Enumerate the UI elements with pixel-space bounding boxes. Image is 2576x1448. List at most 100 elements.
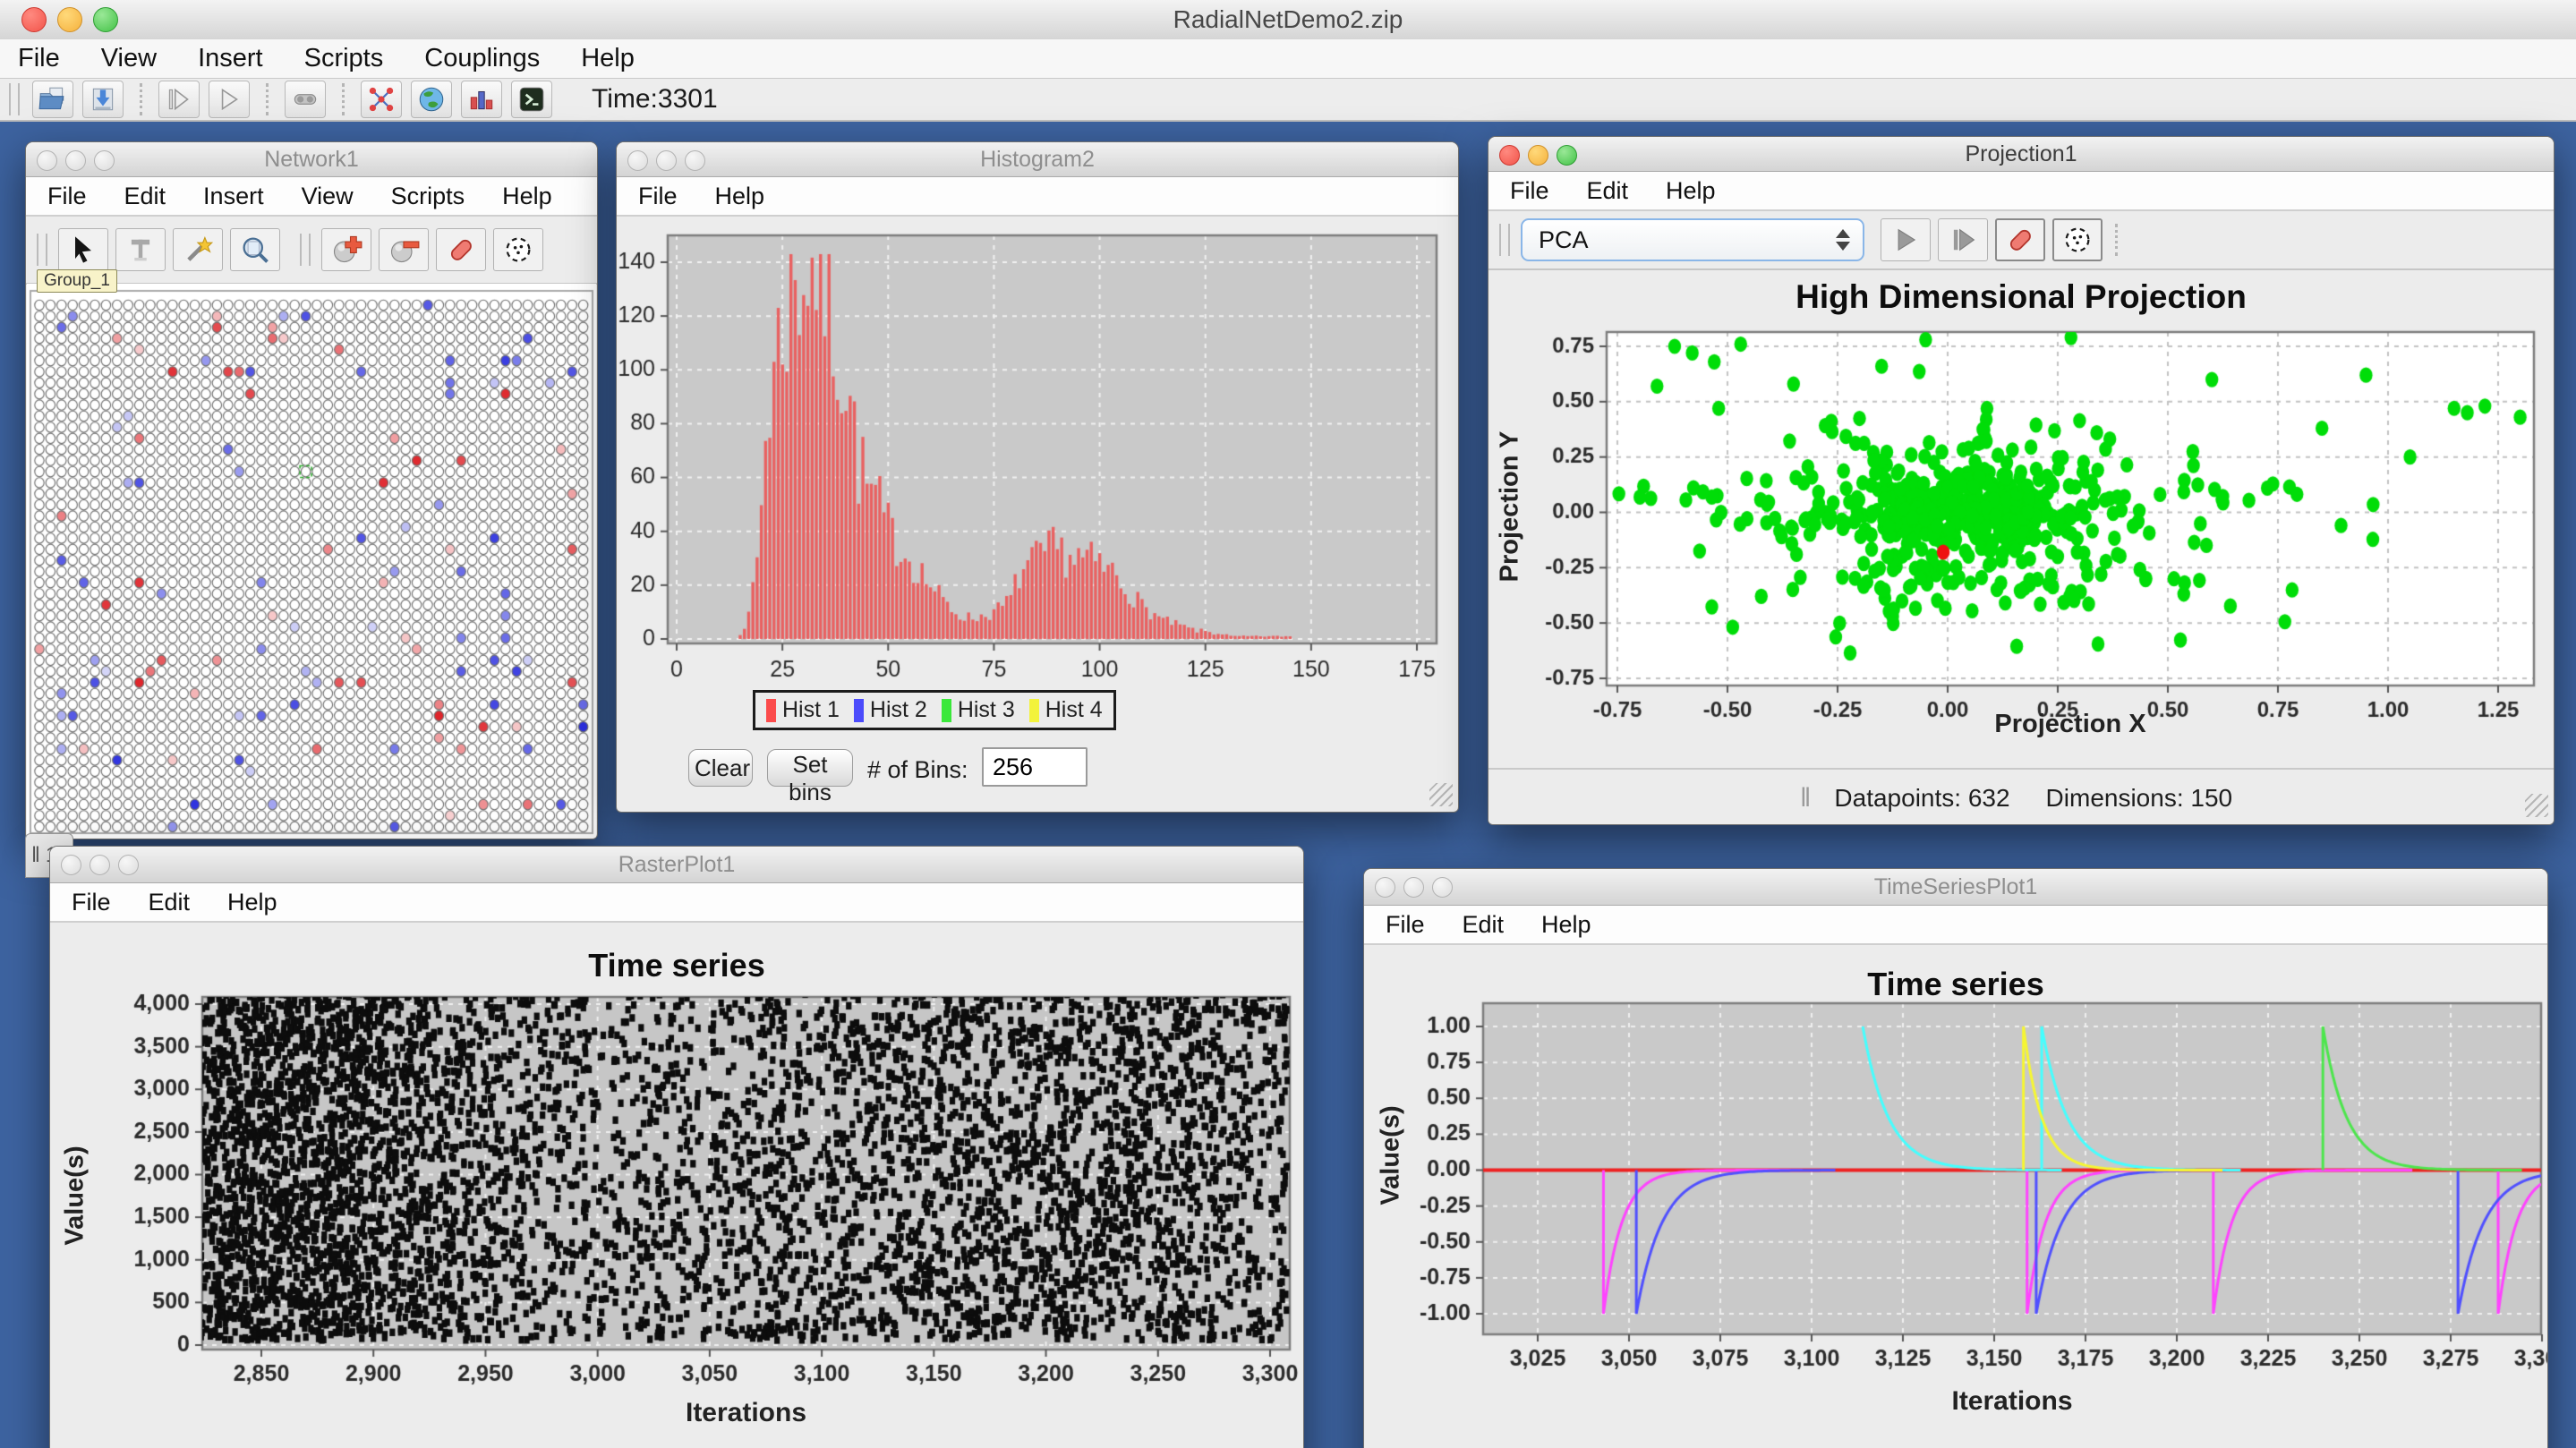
menu-help[interactable]: Help	[1541, 910, 1591, 938]
close-icon[interactable]	[1499, 145, 1520, 166]
legend-swatch	[766, 698, 776, 722]
randomize-button[interactable]	[493, 228, 543, 271]
neuron-group-label[interactable]: Group_1	[37, 269, 117, 293]
set-bins-button[interactable]: Set bins	[767, 749, 853, 805]
timeseries-plot[interactable]	[1364, 944, 2547, 1448]
wand-tool-button[interactable]	[173, 228, 223, 271]
statusbar-grip-icon: ‖	[1800, 782, 1812, 813]
menu-scripts[interactable]: Scripts	[303, 44, 384, 72]
network-icon	[369, 87, 394, 112]
new-console-button[interactable]	[511, 81, 552, 118]
minimize-icon[interactable]	[1528, 145, 1548, 166]
window-title: Network1	[264, 147, 359, 172]
app-titlebar[interactable]: RadialNetDemo2.zip	[0, 0, 2576, 40]
app-toolbar: Time:3301	[0, 79, 2576, 122]
menu-file[interactable]: File	[1510, 176, 1549, 204]
new-network-button[interactable]	[361, 81, 402, 118]
menu-insert[interactable]: Insert	[198, 44, 263, 72]
zoom-tool-button[interactable]	[230, 228, 280, 271]
raster-plot[interactable]	[50, 922, 1303, 1448]
menu-file[interactable]: File	[47, 182, 87, 209]
combobox-stepper-icon	[1836, 229, 1850, 251]
new-plot-button[interactable]	[461, 81, 502, 118]
toolbar-grip[interactable]	[1499, 224, 1510, 256]
menu-help[interactable]: Help	[502, 182, 552, 209]
text-tool-button[interactable]	[115, 228, 166, 271]
minimize-icon[interactable]	[65, 150, 86, 171]
zoom-icon	[243, 237, 269, 263]
network-canvas[interactable]	[27, 284, 596, 839]
resize-grip[interactable]	[2525, 794, 2548, 817]
menu-file[interactable]: File	[1386, 910, 1425, 938]
window-projection1: Projection1 File Edit Help PCA High D	[1488, 136, 2555, 825]
zoom-icon[interactable]	[685, 150, 705, 171]
menu-view[interactable]: View	[100, 44, 158, 72]
projection1-titlebar[interactable]: Projection1	[1488, 137, 2554, 172]
menu-help[interactable]: Help	[581, 44, 635, 72]
toolbar-grip[interactable]	[300, 234, 311, 266]
eraser-button[interactable]	[436, 228, 486, 271]
minimize-icon[interactable]	[656, 150, 677, 171]
open-workspace-button[interactable]	[32, 81, 73, 118]
step-button[interactable]	[1938, 218, 1988, 261]
save-workspace-button[interactable]	[82, 81, 124, 118]
toolbar-grip[interactable]	[9, 83, 20, 115]
iterate-button[interactable]	[158, 81, 200, 118]
zoom-icon[interactable]	[118, 855, 139, 875]
menu-help[interactable]: Help	[714, 182, 765, 209]
zoom-icon[interactable]	[94, 150, 115, 171]
menu-edit[interactable]: Edit	[1586, 176, 1629, 204]
step-icon	[1953, 228, 1975, 251]
window-histogram2: Histogram2 File Help Hist 1 Hist 2 Hist 3 Hi…	[616, 141, 1459, 813]
bins-input[interactable]	[982, 747, 1088, 787]
eraser-button[interactable]	[1995, 218, 2045, 261]
close-icon[interactable]	[1375, 877, 1395, 898]
rasterplot1-titlebar[interactable]: RasterPlot1	[50, 847, 1303, 883]
clear-button[interactable]: Clear	[688, 749, 753, 787]
timeseriesplot1-titlebar[interactable]: TimeSeriesPlot1	[1364, 869, 2547, 906]
menu-scripts[interactable]: Scripts	[390, 182, 465, 209]
close-icon[interactable]	[61, 855, 81, 875]
close-icon[interactable]	[21, 7, 47, 32]
global-coupling-button[interactable]	[285, 81, 326, 118]
menu-file[interactable]: File	[18, 44, 60, 72]
menu-view[interactable]: View	[301, 182, 354, 209]
menu-edit[interactable]: Edit	[124, 182, 166, 209]
play-button[interactable]	[1881, 218, 1931, 261]
network1-titlebar[interactable]: Network1	[26, 142, 597, 177]
selection-tool-button[interactable]	[58, 228, 108, 271]
zoom-icon[interactable]	[1557, 145, 1577, 166]
randomize-button[interactable]	[2052, 218, 2103, 261]
projection-method-select[interactable]: PCA	[1521, 218, 1864, 261]
minimize-icon[interactable]	[90, 855, 110, 875]
add-neuron-button[interactable]	[321, 228, 371, 271]
workspace-time: Time:3301	[592, 84, 718, 114]
menu-insert[interactable]: Insert	[203, 182, 264, 209]
menu-couplings[interactable]: Couplings	[424, 44, 541, 72]
close-icon[interactable]	[627, 150, 648, 171]
resize-grip[interactable]	[1429, 783, 1453, 806]
zoom-icon[interactable]	[1432, 877, 1453, 898]
minimize-icon[interactable]	[1403, 877, 1424, 898]
legend-item: Hist 4	[1028, 697, 1103, 723]
toolbar-grip[interactable]	[37, 234, 47, 266]
new-world-button[interactable]	[411, 81, 452, 118]
zoom-icon[interactable]	[93, 7, 118, 32]
menu-edit[interactable]: Edit	[1462, 910, 1505, 938]
histogram2-titlebar[interactable]: Histogram2	[617, 142, 1458, 177]
menu-file[interactable]: File	[72, 888, 111, 916]
legend-item: Hist 1	[766, 697, 840, 723]
menu-help[interactable]: Help	[1666, 176, 1716, 204]
projection-plot[interactable]	[1488, 275, 2554, 768]
wand-icon	[187, 235, 214, 261]
delete-neuron-button[interactable]	[379, 228, 429, 271]
histogram-plot[interactable]	[617, 216, 1458, 717]
menu-file[interactable]: File	[638, 182, 678, 209]
menu-edit[interactable]: Edit	[148, 888, 191, 916]
minimize-icon[interactable]	[57, 7, 82, 32]
menu-help[interactable]: Help	[227, 888, 277, 916]
close-icon[interactable]	[37, 150, 57, 171]
toolbar-separator	[2115, 224, 2118, 256]
selection-icon	[75, 236, 91, 263]
run-button[interactable]	[209, 81, 250, 118]
